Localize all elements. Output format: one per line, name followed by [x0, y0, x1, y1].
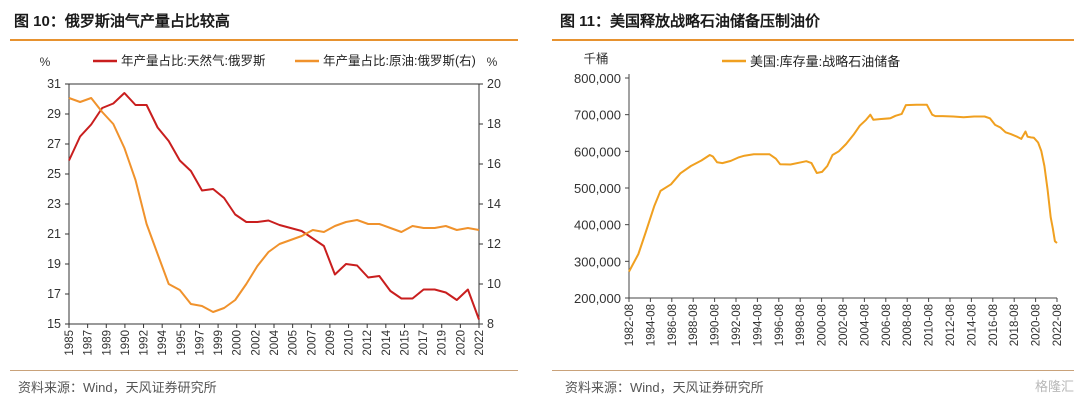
right-footer-rule: [552, 370, 1074, 371]
x-tick-label: 2014-08: [966, 304, 978, 346]
left-axis-unit: %: [40, 55, 51, 69]
y-tick-label: 800,000: [574, 71, 621, 86]
y-tick-label: 500,000: [574, 181, 621, 196]
x-tick-label: 2014: [381, 329, 393, 355]
right-chart-title: 图 11：美国释放战略石油储备压制油价: [560, 13, 821, 30]
x-tick-label: 2002-08: [838, 304, 850, 346]
chart-us-spr: 千桶 800,000 700,000 600,000 500,000 400,000 300…: [574, 51, 1064, 346]
x-tick-label: 2009: [325, 330, 337, 356]
x-tick-label: 1995: [176, 330, 188, 356]
x-tick-label: 2012-08: [945, 304, 957, 346]
x-tick-label: 2020-08: [1031, 304, 1043, 346]
x-tick-label: 1985: [64, 330, 76, 356]
x-tick-label: 1992-08: [731, 304, 743, 346]
x-tick-label: 1994-08: [752, 304, 764, 346]
right-title-rule: [552, 39, 1074, 41]
right-tick-label: 20: [487, 77, 501, 91]
x-tick-label: 2010: [344, 330, 356, 356]
left-source-note: 资料来源：Wind，天风证券研究所: [18, 380, 217, 395]
left-tick-label: 19: [47, 257, 61, 271]
chart-russia-share: % % 15 17 19 21 23 25 27 29 31 8 10 12 14 16 18 20 1985 198…: [40, 53, 501, 356]
left-tick-label: 31: [47, 77, 61, 91]
x-tick-label: 1988-08: [688, 304, 700, 346]
y-tick-label: 200,000: [574, 291, 621, 306]
x-tick-label: 2005: [288, 330, 300, 356]
legend-label-2: 年产量占比:原油:俄罗斯(右): [323, 53, 476, 68]
x-tick-label: 1987: [83, 330, 95, 356]
x-tick-label: 2002: [250, 330, 262, 356]
left-footer-rule: [10, 370, 518, 371]
series-line-1: [68, 92, 480, 320]
x-tick-label: 1989: [101, 330, 113, 356]
legend-label-spr: 美国:库存量:战略石油储备: [750, 54, 900, 69]
left-tick-label: 17: [47, 287, 61, 301]
x-tick-label: 2018-08: [1009, 304, 1021, 346]
left-chart-title: 图 10：俄罗斯油气产量占比较高: [14, 13, 230, 30]
right-tick-label: 16: [487, 157, 501, 171]
x-tick-label: 1982-08: [624, 304, 636, 346]
right-tick-label: 8: [487, 317, 494, 331]
right-tick-label: 18: [487, 117, 501, 131]
series-line-spr: [628, 103, 1058, 273]
right-tick-label: 12: [487, 237, 501, 251]
x-tick-label: 1997: [194, 330, 206, 356]
x-tick-label: 1994: [157, 329, 169, 355]
x-tick-label: 2022-08: [1052, 304, 1064, 346]
y-tick-label: 300,000: [574, 254, 621, 269]
x-tick-label: 2006-08: [881, 304, 893, 346]
watermark-logo: 格隆汇: [1034, 379, 1074, 394]
x-tick-label: 2004: [269, 329, 281, 355]
x-tick-label: 1984-08: [645, 304, 657, 346]
legend-label-1: 年产量占比:天然气:俄罗斯: [121, 53, 265, 68]
left-tick-label: 29: [47, 107, 61, 121]
x-tick-label: 2022: [474, 330, 486, 356]
x-tick-label: 2020: [455, 330, 467, 356]
right-source-note: 资料来源：Wind，天风证券研究所: [565, 380, 764, 395]
x-tick-label: 2008-08: [902, 304, 914, 346]
x-tick-label: 2007: [306, 330, 318, 356]
left-tick-label: 23: [47, 197, 61, 211]
plot-frame: [68, 83, 480, 325]
left-tick-label: 25: [47, 167, 61, 181]
left-title-rule: [10, 39, 518, 41]
x-tick-label: 2004-08: [859, 304, 871, 346]
right-tick-label: 14: [487, 197, 501, 211]
x-tick-label: 2010-08: [924, 304, 936, 346]
y-axis-unit: 千桶: [583, 51, 608, 66]
right-axis-unit: %: [487, 55, 498, 69]
series-line-2: [68, 97, 480, 313]
x-tick-label: 2015: [399, 330, 411, 356]
x-tick-label: 1986-08: [667, 304, 679, 346]
x-tick-label: 2017: [418, 330, 430, 356]
x-tick-label: 1998-08: [795, 304, 807, 346]
x-tick-label: 2000: [232, 330, 244, 356]
left-tick-label: 27: [47, 137, 61, 151]
x-tick-label: 1992: [139, 330, 151, 356]
x-tick-label: 2012: [362, 330, 374, 356]
x-tick-label: 1999: [213, 330, 225, 356]
y-tick-label: 700,000: [574, 108, 621, 123]
x-tick-label: 1996-08: [774, 304, 786, 346]
x-tick-label: 1990: [120, 330, 132, 356]
x-tick-label: 2019: [437, 330, 449, 356]
x-tick-label: 2016-08: [988, 304, 1000, 346]
left-tick-label: 21: [47, 227, 61, 241]
x-tick-label: 1990-08: [710, 304, 722, 346]
x-tick-label: 2000-08: [817, 304, 829, 346]
left-tick-label: 15: [47, 317, 61, 331]
right-tick-label: 10: [487, 277, 501, 291]
y-tick-label: 600,000: [574, 144, 621, 159]
y-tick-label: 400,000: [574, 218, 621, 233]
